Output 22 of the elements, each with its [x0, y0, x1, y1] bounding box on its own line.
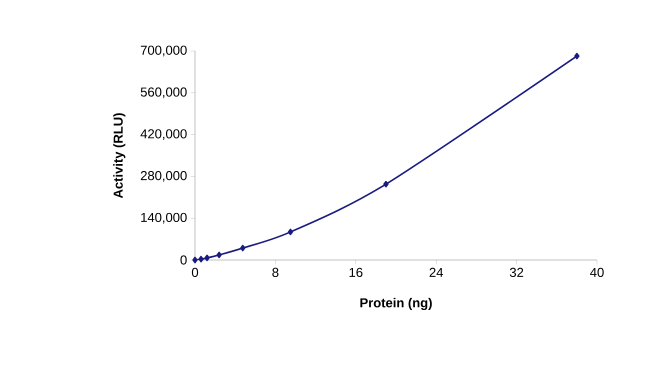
x-axis-title: Protein (ng) [360, 298, 432, 310]
x-tick-label: 24 [430, 268, 444, 277]
y-tick-label: 700,000 [140, 46, 187, 56]
point [240, 244, 246, 252]
point [204, 254, 210, 262]
y-tick-label: 0 [180, 255, 187, 265]
y-tick-label: 280,000 [140, 171, 187, 182]
x-tick-label: 40 [590, 268, 604, 278]
y-axis-title: Activity (RLU) [113, 113, 126, 198]
x-tick-label: 32 [510, 268, 524, 278]
y-tick-label: 420,000 [140, 129, 187, 140]
y-tick-label: 560,000 [140, 87, 187, 98]
x-tick-label: 0 [192, 268, 198, 278]
point [192, 256, 198, 264]
x-tick-label: 16 [350, 268, 362, 278]
point [198, 256, 204, 262]
x-tick-label: 8 [272, 268, 278, 278]
point [383, 180, 389, 188]
point [574, 52, 580, 60]
point [216, 252, 222, 258]
point [288, 228, 294, 236]
y-tick-label: 140,000 [141, 212, 187, 224]
